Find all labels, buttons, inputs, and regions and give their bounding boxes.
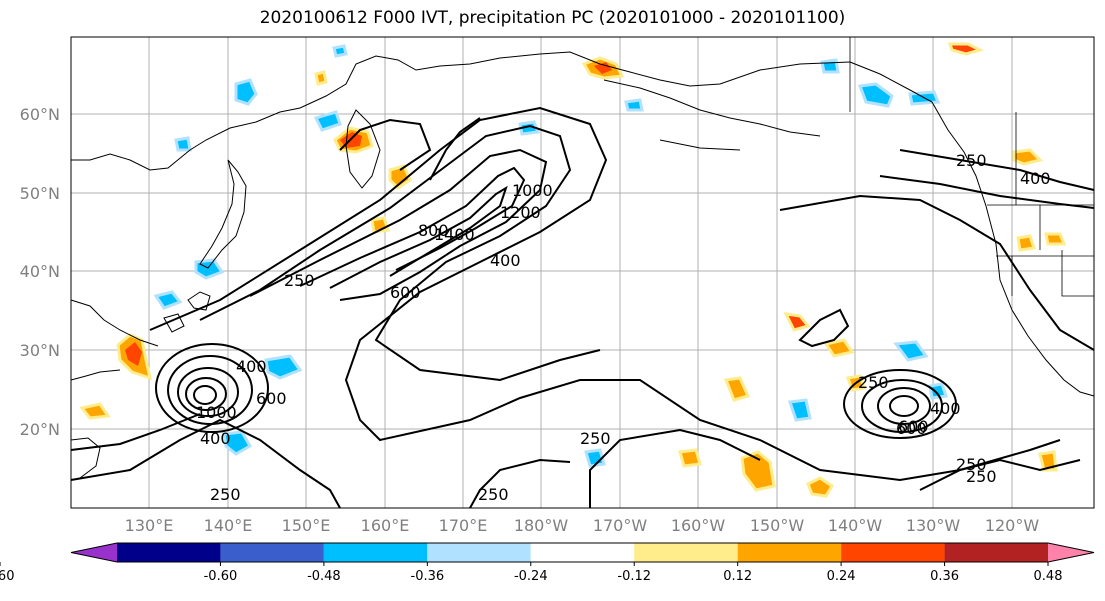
contour-label: 600 (256, 389, 287, 408)
colorbar-outline (70, 542, 1095, 563)
contour-label: 250 (580, 429, 611, 448)
colorbar-tick-label: -0.60 (204, 569, 238, 584)
lat-label: 20°N (20, 420, 60, 439)
colorbar-tick-label: 0.60 (0, 569, 14, 584)
colorbar-segment (944, 543, 1048, 562)
colorbar-segment (427, 543, 531, 562)
contour-label: 250 (956, 151, 987, 170)
colorbar-extend-min (71, 543, 117, 562)
lon-label: 130°E (125, 516, 174, 535)
colorbar (70, 542, 1095, 563)
colorbar-ticks: -0.60 -0.48 -0.36 -0.24 -0.12 0.12 0.24 0.36 0.4… (0, 562, 1062, 584)
contour-label: 600 (896, 419, 927, 438)
contour-labels: 250 400 600 800 1000 1200 1400 600 400 2… (196, 151, 1051, 504)
colorbar-tick-label: 0.48 (1034, 569, 1063, 584)
colorbar-segment (737, 543, 842, 562)
coastlines (70, 51, 1095, 481)
contour-label: 1400 (434, 225, 475, 244)
colorbar-tick-label: -0.48 (307, 569, 341, 584)
latitude-labels: 60°N 50°N 40°N 30°N 20°N (20, 105, 60, 439)
lon-label: 120°W (985, 516, 1040, 535)
graticule (71, 37, 1094, 508)
colorbar-tick-label: 0.24 (827, 569, 856, 584)
ivt-contours (70, 106, 1095, 509)
lon-label: 170°E (439, 516, 488, 535)
contour-label: 250 (858, 373, 889, 392)
lat-label: 30°N (20, 341, 60, 360)
lon-label: 180°W (514, 516, 569, 535)
map-border (70, 36, 1095, 509)
contour-label: 1000 (512, 181, 553, 200)
colorbar-segment (220, 543, 324, 562)
lon-label: 130°W (906, 516, 961, 535)
colorbar-tick-label: 0.36 (930, 569, 959, 584)
lon-label: 160°E (361, 516, 410, 535)
lon-label: 150°E (282, 516, 331, 535)
contour-label: 400 (200, 429, 231, 448)
lon-label: 140°E (204, 516, 253, 535)
lon-label: 140°W (828, 516, 883, 535)
lat-label: 60°N (20, 105, 60, 124)
colorbar-tick-label: -0.24 (514, 569, 548, 584)
contour-label: 600 (390, 283, 421, 302)
contour-label: 400 (236, 357, 267, 376)
contour-label: 1000 (196, 403, 237, 422)
contour-label: 400 (490, 251, 521, 270)
colorbar-extend-max (1048, 543, 1094, 562)
map-title: 2020100612 F000 IVT, precipitation PC (2… (259, 8, 846, 28)
colorbar-segment (634, 543, 738, 562)
contour-label: 250 (284, 271, 315, 290)
lon-label: 170°W (593, 516, 648, 535)
contour-label: 250 (478, 485, 509, 504)
contour-label: 250 (956, 455, 987, 474)
colorbar-segment (841, 543, 945, 562)
contour-label: 400 (1020, 169, 1051, 188)
contour-label: 400 (930, 399, 961, 418)
colorbar-tick-label: 0.12 (723, 569, 752, 584)
colorbar-tick-label: -0.36 (411, 569, 445, 584)
contour-label: 250 (966, 467, 997, 486)
colorbar-tick-label: -0.12 (617, 569, 651, 584)
colorbar-segment (323, 543, 428, 562)
lon-label: 150°W (750, 516, 805, 535)
lat-label: 50°N (20, 184, 60, 203)
contour-label: 250 (210, 485, 241, 504)
lat-label: 40°N (20, 262, 60, 281)
colorbar-segment (117, 543, 221, 562)
contour-label: 600 (898, 417, 929, 436)
longitude-labels: 130°E 140°E 150°E 160°E 170°E 180°W 170°… (125, 516, 1040, 535)
contour-label: 1200 (500, 203, 541, 222)
contour-label: 800 (418, 221, 449, 240)
lon-label: 160°W (671, 516, 726, 535)
colorbar-segment (530, 543, 635, 562)
